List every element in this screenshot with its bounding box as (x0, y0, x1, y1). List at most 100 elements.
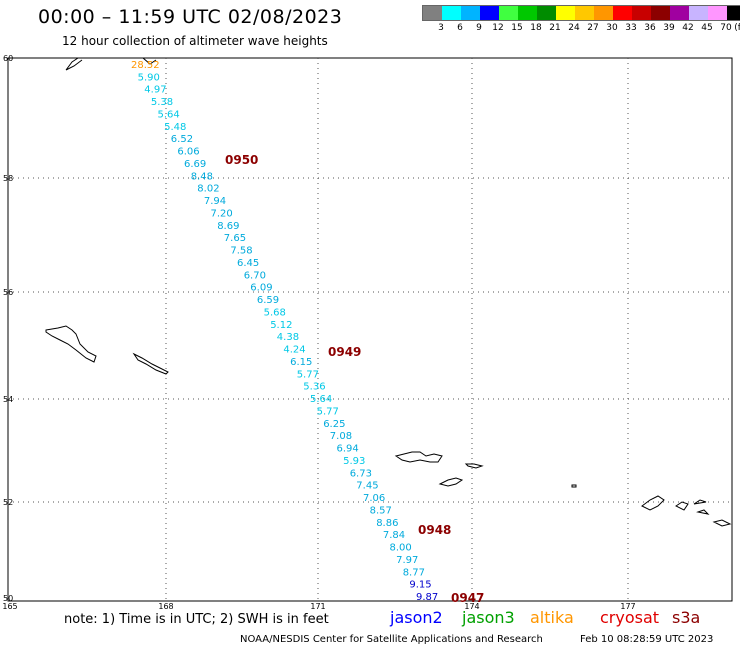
lat-label: 58 (3, 174, 13, 183)
island-east-dot (571, 484, 577, 488)
swh-value: 5.38 (151, 97, 173, 108)
legend-label: 36 (644, 23, 656, 33)
legend-altika: altika (530, 608, 574, 627)
legend-label: 27 (587, 23, 599, 33)
legend-swatch (670, 6, 689, 20)
coastline-north (65, 57, 157, 71)
island-center (394, 451, 443, 463)
legend-label: 21 (549, 23, 561, 33)
time-stamp: 0949 (328, 345, 361, 359)
swh-value: 8.69 (217, 221, 239, 232)
swh-value: 7.94 (204, 196, 226, 207)
lat-label: 50 (3, 594, 13, 603)
swh-value: 5.12 (270, 320, 292, 331)
lat-label: 52 (3, 498, 13, 507)
swh-value: 6.45 (237, 258, 259, 269)
lon-label: 177 (620, 602, 635, 611)
legend-swatch (480, 6, 499, 20)
legend-swatch (613, 6, 632, 20)
legend-label: 30 (606, 23, 618, 33)
swh-value: 5.36 (303, 382, 325, 393)
legend-label: 24 (568, 23, 580, 33)
legend-label: 70 (720, 23, 732, 33)
legend-swatch (537, 6, 556, 20)
swh-value: 7.58 (230, 246, 252, 257)
swh-value: 4.24 (283, 345, 305, 356)
island-center-south (438, 477, 464, 487)
swh-value: 7.84 (383, 530, 405, 541)
swh-value: 7.65 (224, 233, 246, 244)
legend-swatch (594, 6, 613, 20)
lon-label: 168 (158, 602, 173, 611)
legend-swatch (423, 6, 442, 20)
swh-value: 5.93 (343, 456, 365, 467)
swh-value: 4.38 (277, 332, 299, 343)
swh-value: 6.09 (250, 283, 272, 294)
legend-label: 6 (457, 23, 463, 33)
track-timestamps: 0950 0949 0948 0947 (225, 153, 484, 605)
swh-value: 7.97 (396, 555, 418, 566)
swh-value: 6.25 (323, 419, 345, 430)
swh-value: 6.06 (177, 147, 199, 158)
time-stamp: 0948 (418, 523, 451, 537)
legend-swatch (651, 6, 670, 20)
legend-jason3: jason3 (462, 608, 515, 627)
lon-label: 171 (310, 602, 325, 611)
legend-label: 33 (625, 23, 637, 33)
footer-note: note: 1) Time is in UTC; 2) SWH is in fe… (64, 612, 329, 627)
legend-cryosat: cryosat (600, 608, 660, 627)
legend-label: 15 (511, 23, 523, 33)
legend-label: 3 (438, 23, 444, 33)
legend-swatches (422, 5, 740, 21)
legend-swatch (708, 6, 727, 20)
legend-label: 39 (663, 23, 675, 33)
legend-label: 18 (530, 23, 542, 33)
legend-swatch (575, 6, 594, 20)
legend-swatch (632, 6, 651, 20)
swh-value: 7.06 (363, 493, 385, 504)
swh-value: 6.59 (257, 295, 279, 306)
legend-swatch (442, 6, 461, 20)
lat-label: 60 (3, 54, 13, 63)
swh-value: 5.90 (138, 72, 160, 83)
legend-swatch (461, 6, 480, 20)
page-title: 00:00 – 11:59 UTC 02/08/2023 (38, 6, 343, 28)
swh-value: 6.69 (184, 159, 206, 170)
swh-value: 4.97 (144, 85, 166, 96)
swh-value: 7.08 (330, 431, 352, 442)
legend-swatch (727, 6, 740, 20)
legend-label: 12 (492, 23, 504, 33)
lon-label: 165 (2, 602, 17, 611)
map-gridlines (8, 58, 732, 601)
islands-east (641, 495, 732, 527)
credit-text: NOAA/NESDIS Center for Satellite Applica… (240, 634, 543, 645)
island-west (45, 325, 97, 363)
swh-value: 5.64 (310, 394, 332, 405)
swh-value: 7.20 (211, 209, 233, 220)
coastlines (45, 57, 732, 527)
swh-value: 8.86 (376, 518, 398, 529)
longitude-labels: 165 168 171 174 177 (2, 602, 635, 611)
swh-track: 28.525.904.975.385.645.486.526.066.698.4… (131, 60, 438, 603)
legend-swatch (499, 6, 518, 20)
swh-value: 8.77 (403, 567, 425, 578)
swh-value: 5.48 (164, 122, 186, 133)
lat-label: 54 (3, 395, 13, 404)
swh-value: 5.68 (264, 307, 286, 318)
swh-value: 5.64 (158, 110, 180, 121)
island-center-small (464, 463, 484, 469)
swh-value: 6.73 (350, 468, 372, 479)
swh-value: 6.15 (290, 357, 312, 368)
swh-value: 8.48 (191, 171, 213, 182)
time-stamp: 0950 (225, 153, 258, 167)
swh-value: 8.57 (370, 505, 392, 516)
legend-label: 45 (701, 23, 713, 33)
legend-swatch (689, 6, 708, 20)
legend-swatch (518, 6, 537, 20)
legend-swatch (556, 6, 575, 20)
swh-value: 8.00 (390, 543, 412, 554)
swh-value: 5.77 (317, 406, 339, 417)
